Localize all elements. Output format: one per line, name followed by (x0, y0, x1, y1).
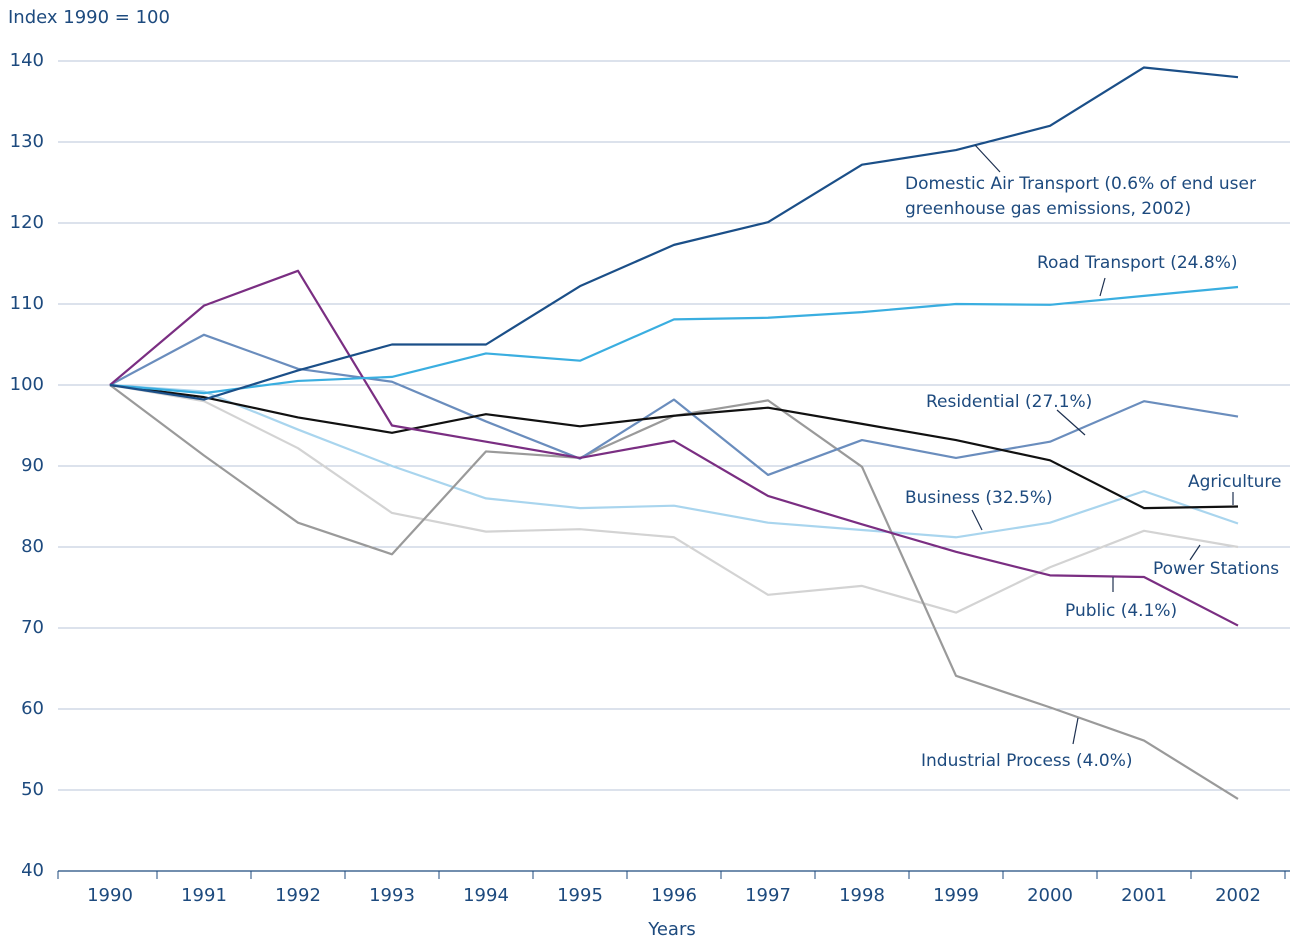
series-line (109, 384, 1239, 800)
x-tick-label: 1997 (745, 885, 791, 906)
series-label: Industrial Process (4.0%) (921, 751, 1133, 771)
y-tick-label: 50 (21, 779, 44, 800)
x-tick-label: 1992 (275, 885, 321, 906)
leader-line (1099, 277, 1106, 297)
y-tick-label: 70 (21, 617, 44, 638)
y-tick-label: 140 (10, 50, 44, 71)
y-tick-label: 60 (21, 698, 44, 719)
leader-line (1056, 409, 1086, 436)
x-tick-label: 1994 (463, 885, 509, 906)
series-line (109, 383, 1239, 510)
y-tick-label: 110 (10, 293, 44, 314)
series-label: Domestic Air Transport (0.6% of end user… (905, 174, 1256, 219)
series-line (109, 383, 1239, 539)
leader-line (1189, 544, 1201, 561)
series-line (109, 383, 1239, 614)
series-line (109, 285, 1239, 395)
x-tick-label: 1998 (839, 885, 885, 906)
series-label: Business (32.5%) (905, 488, 1053, 508)
series-label: Residential (27.1%) (926, 392, 1093, 412)
x-tick-label: 1999 (933, 885, 979, 906)
leader-line (971, 509, 983, 531)
y-tick-label: 100 (10, 374, 44, 395)
leader-line (1072, 717, 1079, 745)
series-line (109, 333, 1239, 477)
x-tick-label: 1990 (87, 885, 133, 906)
y-tick-label: 40 (21, 860, 44, 881)
x-tick-label: 1996 (651, 885, 697, 906)
x-tick-label: 1993 (369, 885, 415, 906)
y-axis-title: Index 1990 = 100 (8, 7, 170, 28)
x-axis-title: Years (647, 919, 696, 940)
series-line (109, 66, 1239, 401)
y-tick-label: 120 (10, 212, 44, 233)
y-tick-label: 90 (21, 455, 44, 476)
leader-line (974, 144, 1001, 173)
y-tick-label: 80 (21, 536, 44, 557)
series-label: Agriculture (1188, 472, 1282, 492)
series-label: Power Stations (1153, 559, 1280, 579)
series-label: Road Transport (24.8%) (1037, 253, 1238, 273)
series-label: Public (4.1%) (1065, 601, 1178, 621)
x-tick-label: 2000 (1027, 885, 1073, 906)
x-tick-label: 2002 (1215, 885, 1261, 906)
series-line (109, 269, 1239, 627)
y-tick-label: 130 (10, 131, 44, 152)
x-tick-label: 1991 (181, 885, 227, 906)
x-tick-label: 2001 (1121, 885, 1167, 906)
x-tick-label: 1995 (557, 885, 603, 906)
